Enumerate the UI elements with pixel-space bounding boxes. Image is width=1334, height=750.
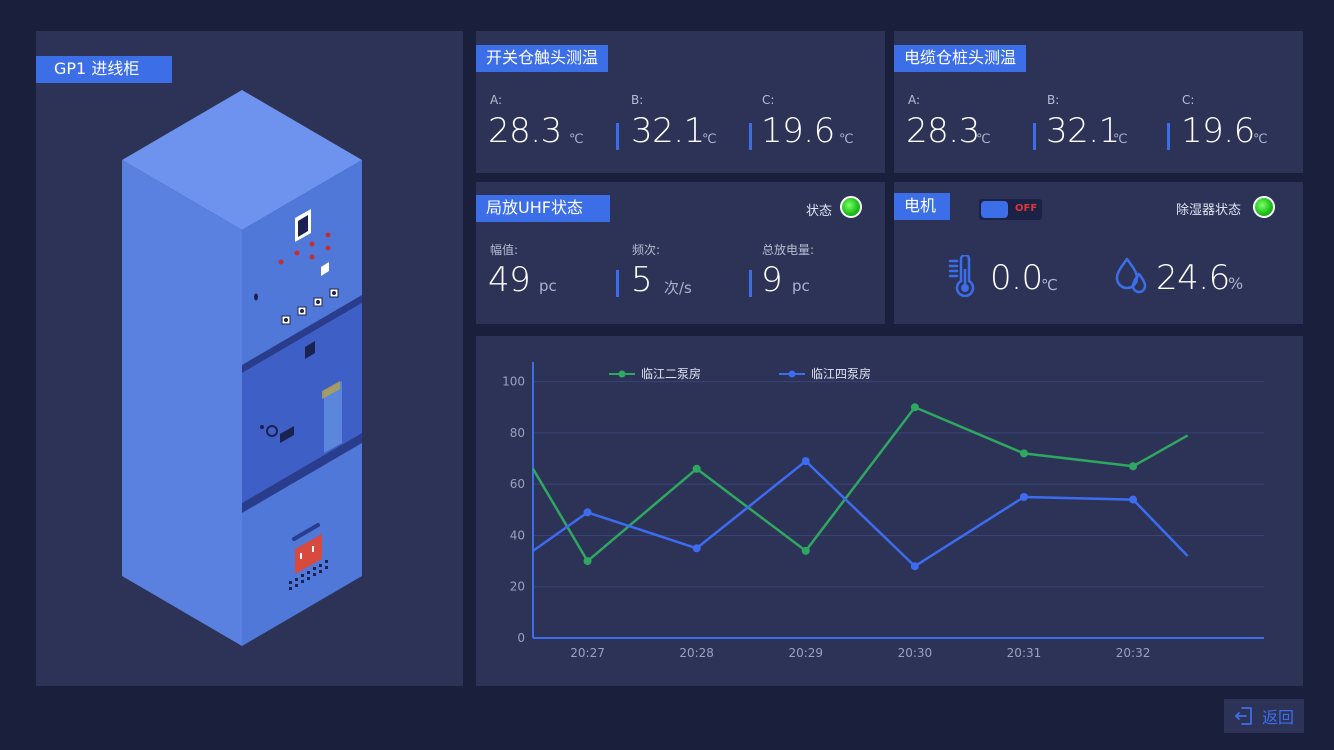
switch-temp-a-unit: ℃ xyxy=(569,132,584,147)
x-tick-label: 20:30 xyxy=(898,646,933,660)
cable-temp-b-unit: ℃ xyxy=(1113,132,1128,147)
back-button[interactable]: 返回 xyxy=(1224,699,1304,733)
cable-temp-title: 电缆仓桩头测温 xyxy=(894,45,1027,72)
series-point-1 xyxy=(1019,449,1028,458)
cable-temp-c-label: C: xyxy=(1182,93,1195,107)
uhf-freq-value: 5 xyxy=(631,260,653,300)
uhf-total-label: 总放电量: xyxy=(762,243,815,257)
legend-marker-2 xyxy=(788,370,796,378)
motor-toggle[interactable]: OFF xyxy=(979,199,1042,220)
uhf-freq-label: 频次: xyxy=(632,243,661,257)
switch-temp-a-label: A: xyxy=(490,93,503,107)
dehumidifier-label: 除湿器状态 xyxy=(1176,203,1242,218)
cable-temp-c-unit: ℃ xyxy=(1253,132,1268,147)
switch-temp-a-value: 28.3 xyxy=(488,111,562,151)
y-tick-label: 100 xyxy=(502,375,525,389)
uhf-amp-label: 幅值: xyxy=(490,243,519,257)
x-tick-label: 20:29 xyxy=(788,646,823,660)
cabinet-illustration xyxy=(122,90,362,646)
series-point-1 xyxy=(1129,462,1138,471)
chart-panel: 0 20 40 60 80 100 20:27 20:28 20:29 20:30 20:31 20:… xyxy=(476,336,1303,686)
env-humidity-value: 24.6 xyxy=(1156,258,1230,298)
series-point-1 xyxy=(692,464,701,473)
uhf-status-label: 状态 xyxy=(806,204,833,219)
cable-temp-b-value: 32.1 xyxy=(1046,111,1120,151)
switch-temp-b-unit: ℃ xyxy=(702,132,717,147)
uhf-amp-value: 49 xyxy=(488,260,531,300)
motor-toggle-label: OFF xyxy=(1015,203,1038,214)
cable-temp-sep-1 xyxy=(1033,123,1036,150)
series-point-1 xyxy=(801,546,810,555)
uhf-total-unit: pc xyxy=(792,277,810,295)
series-point-1 xyxy=(583,557,592,566)
switch-temp-sep-1 xyxy=(616,123,619,150)
series-point-2 xyxy=(1129,495,1138,504)
cabinet-title: GP1 进线柜 xyxy=(36,56,172,83)
series-point-2 xyxy=(910,562,919,571)
series-point-2 xyxy=(801,457,810,466)
legend-marker-1 xyxy=(618,370,626,378)
uhf-panel: 局放UHF状态 状态 幅值: 49 pc 频次: 5 次/s 总放电量: 9 p… xyxy=(476,182,885,324)
y-tick-label: 80 xyxy=(510,426,525,440)
switch-temp-sep-2 xyxy=(749,123,752,150)
switch-temp-b-value: 32.1 xyxy=(631,111,705,151)
env-humidity-unit: % xyxy=(1228,274,1244,293)
switch-temp-c-label: C: xyxy=(762,93,775,107)
cable-temp-b-label: B: xyxy=(1047,93,1060,107)
dehumidifier-led xyxy=(1253,196,1275,218)
switch-temp-panel: 开关仓触头测温 A: 28.3 ℃ B: 32.1 ℃ C: 19.6 ℃ xyxy=(476,31,885,173)
legend-label-1: 临江二泵房 xyxy=(641,366,701,381)
uhf-freq-unit: 次/s xyxy=(664,279,692,297)
series-point-2 xyxy=(692,544,701,553)
cable-temp-a-unit: ℃ xyxy=(976,132,991,147)
x-tick-label: 20:28 xyxy=(679,646,714,660)
back-button-label: 返回 xyxy=(1261,708,1294,727)
env-temp-value: 0.0 xyxy=(990,258,1043,298)
switch-temp-title: 开关仓触头测温 xyxy=(476,45,609,72)
cable-temp-sep-2 xyxy=(1167,123,1170,150)
cable-temp-a-value: 28.3 xyxy=(906,111,980,151)
switch-temp-c-value: 19.6 xyxy=(761,111,835,151)
uhf-sep-1 xyxy=(616,270,619,297)
series-point-2 xyxy=(1019,493,1028,501)
x-tick-label: 20:31 xyxy=(1007,646,1042,660)
exit-icon xyxy=(1235,707,1252,725)
series-line-2 xyxy=(532,459,1189,568)
series-point-1 xyxy=(910,403,919,412)
cable-temp-c-value: 19.6 xyxy=(1181,111,1255,151)
x-tick-label: 20:32 xyxy=(1116,646,1151,660)
switch-temp-b-label: B: xyxy=(631,93,644,107)
series-line-1 xyxy=(531,406,1189,563)
env-temp-unit: ℃ xyxy=(1041,276,1058,294)
trend-line-chart: 0 20 40 60 80 100 20:27 20:28 20:29 20:30 20:31 20:… xyxy=(502,362,1264,660)
y-tick-label: 0 xyxy=(517,631,525,645)
motor-toggle-knob xyxy=(981,201,1008,218)
uhf-amp-unit: pc xyxy=(539,277,557,295)
uhf-status-led xyxy=(840,196,862,218)
motor-panel: 电机 OFF 除湿器状态 0.0 ℃ 24.6 % xyxy=(894,182,1303,324)
thermometer-icon xyxy=(948,255,975,298)
uhf-total-value: 9 xyxy=(761,260,783,300)
cable-temp-panel: 电缆仓桩头测温 A: 28.3 ℃ B: 32.1 ℃ C: 19.6 ℃ xyxy=(894,31,1303,173)
cabinet-panel: GP1 进线柜 xyxy=(36,31,463,686)
x-tick-label: 20:27 xyxy=(570,646,605,660)
series-point-2 xyxy=(583,508,592,517)
switch-temp-c-unit: ℃ xyxy=(839,132,854,147)
motor-title: 电机 xyxy=(894,193,950,220)
y-tick-label: 60 xyxy=(510,477,525,491)
cable-temp-a-label: A: xyxy=(908,93,921,107)
humidity-icon xyxy=(1115,257,1147,294)
legend-label-2: 临江四泵房 xyxy=(811,366,871,381)
y-tick-label: 20 xyxy=(510,580,525,594)
y-tick-label: 40 xyxy=(510,528,525,542)
uhf-sep-2 xyxy=(749,270,752,297)
uhf-title: 局放UHF状态 xyxy=(476,195,610,222)
